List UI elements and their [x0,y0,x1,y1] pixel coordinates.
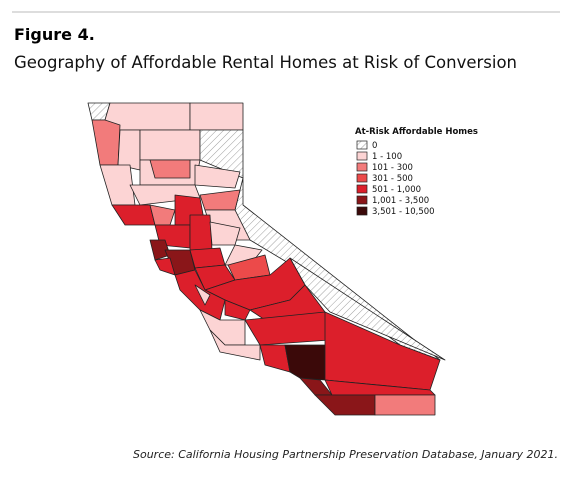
legend-swatch [356,140,368,150]
legend-swatch [356,195,368,205]
legend-label: 3,501 - 10,500 [372,207,435,217]
legend-label: 101 - 300 [372,163,413,173]
legend-label: 1,001 - 3,500 [372,196,429,206]
legend-label: 0 [372,141,377,151]
legend-label: 1 - 100 [372,152,402,162]
figure-label: Figure 4. [14,25,95,44]
figure-title: Geography of Affordable Rental Homes at … [14,53,517,72]
california-county-map [87,102,446,416]
legend-swatch [356,184,368,194]
legend-swatch [356,206,368,216]
legend-swatch [356,173,368,183]
legend-label: 301 - 500 [372,174,413,184]
legend-swatch [356,162,368,172]
legend-title: At-Risk Affordable Homes [355,127,478,137]
legend-swatch [356,151,368,161]
source-note: Source: California Housing Partnership P… [133,448,558,461]
legend-label: 501 - 1,000 [372,185,421,195]
